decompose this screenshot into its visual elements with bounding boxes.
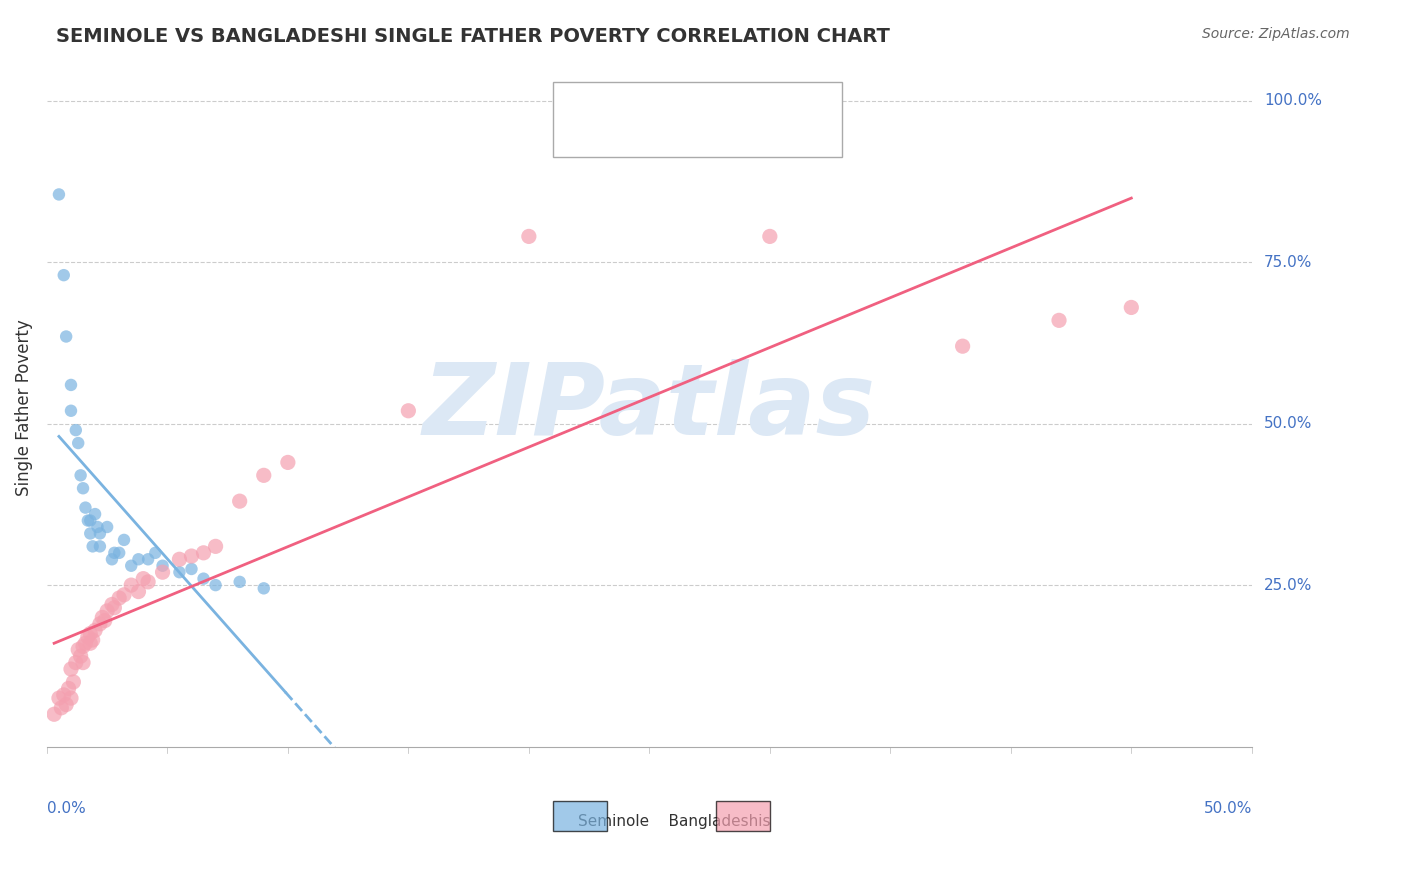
Point (75, 500, 97, 515)
Point (93, 614, 115, 628)
Point (169, 565, 191, 579)
Point (180, 549, 202, 563)
Point (69, 649, 91, 664)
Point (67, 436, 90, 450)
Point (101, 598, 124, 612)
Text: Source: ZipAtlas.com: Source: ZipAtlas.com (1202, 27, 1350, 41)
Point (76, 630, 98, 644)
Point (89, 526, 111, 541)
Point (228, 494, 250, 508)
Point (59, 691, 82, 706)
Point (55, 698, 77, 712)
Point (48, 187, 70, 202)
Point (72, 481, 94, 495)
Point (517, 229, 540, 244)
Point (42, 707, 65, 722)
Point (396, 403, 419, 417)
Point (86, 520, 108, 534)
Point (127, 584, 149, 599)
Point (193, 546, 215, 560)
Point (136, 552, 159, 566)
Point (193, 572, 215, 586)
Text: 50.0%: 50.0% (1204, 801, 1251, 816)
Point (169, 552, 191, 566)
Point (79, 526, 101, 541)
FancyBboxPatch shape (716, 801, 770, 831)
Point (132, 572, 155, 586)
Point (253, 468, 276, 483)
Text: 75.0%: 75.0% (1264, 255, 1312, 269)
Point (103, 546, 125, 560)
Point (1047, 313, 1070, 327)
Point (103, 600, 125, 615)
Point (101, 552, 124, 566)
Point (108, 591, 131, 605)
Point (152, 558, 174, 573)
Y-axis label: Single Father Poverty: Single Father Poverty (15, 319, 32, 496)
Point (108, 546, 131, 560)
Point (79, 636, 101, 650)
Point (152, 565, 174, 579)
Text: 100.0%: 100.0% (1264, 94, 1322, 108)
Point (96, 520, 118, 534)
Point (759, 229, 782, 244)
Point (112, 533, 135, 547)
Point (143, 546, 166, 560)
Point (58, 681, 80, 696)
Point (253, 582, 276, 596)
Text: ZIPatlas: ZIPatlas (423, 359, 876, 456)
Point (952, 339, 974, 353)
Text: 50.0%: 50.0% (1264, 417, 1312, 431)
Legend: R = -0.175    N = 34, R =  0.477    N = 46: R = -0.175 N = 34, R = 0.477 N = 46 (582, 84, 813, 152)
Point (51, 700, 73, 714)
Text: SEMINOLE VS BANGLADESHI SINGLE FATHER POVERTY CORRELATION CHART: SEMINOLE VS BANGLADESHI SINGLE FATHER PO… (56, 27, 890, 45)
Point (204, 578, 226, 592)
Point (76, 514, 98, 528)
Point (62, 675, 84, 690)
Point (1121, 301, 1143, 315)
Point (55, 329, 77, 343)
FancyBboxPatch shape (553, 82, 842, 157)
Text: Seminole: Seminole (578, 814, 650, 830)
Point (67, 642, 90, 657)
Point (228, 574, 250, 589)
Point (127, 552, 149, 566)
Point (120, 578, 142, 592)
Point (277, 455, 299, 469)
Point (59, 662, 82, 676)
Point (82, 540, 104, 554)
Point (136, 574, 159, 589)
Point (120, 558, 142, 573)
Point (91, 610, 114, 624)
Point (72, 656, 94, 670)
FancyBboxPatch shape (553, 801, 607, 831)
Point (59, 403, 82, 417)
Text: 25.0%: 25.0% (1264, 578, 1312, 592)
Point (84, 507, 107, 521)
Point (75, 636, 97, 650)
Point (84, 624, 107, 638)
Point (112, 588, 135, 602)
Point (65, 423, 87, 437)
Point (89, 616, 111, 631)
Point (52, 688, 75, 702)
Point (48, 691, 70, 706)
Point (89, 540, 111, 554)
Text: 0.0%: 0.0% (46, 801, 86, 816)
Point (180, 562, 202, 576)
Point (69, 468, 91, 483)
Point (65, 656, 87, 670)
Point (79, 514, 101, 528)
Point (96, 604, 118, 618)
Text: Bangladeshis: Bangladeshis (650, 814, 770, 830)
Point (204, 540, 226, 554)
Point (52, 268, 75, 282)
Point (82, 632, 104, 647)
Point (59, 378, 82, 392)
Point (72, 640, 94, 654)
Point (79, 626, 101, 640)
